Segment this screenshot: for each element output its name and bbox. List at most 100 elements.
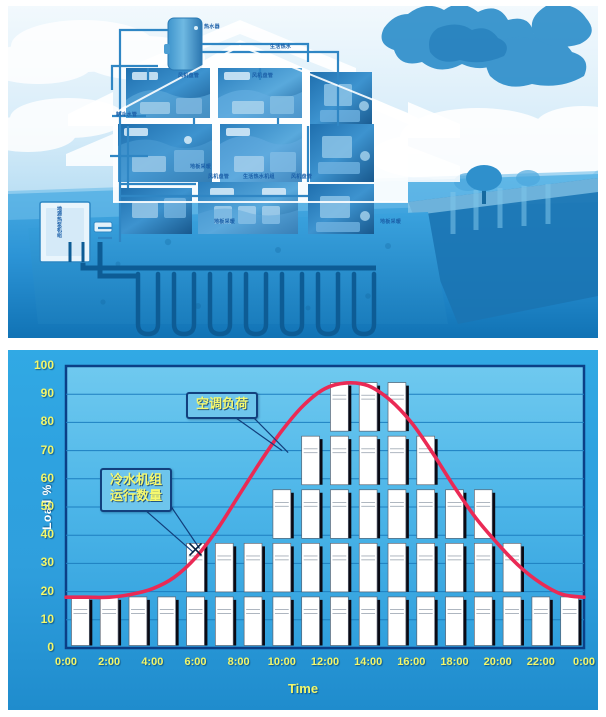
chiller-unit-body [330, 382, 349, 432]
chiller-unit-shadow [333, 492, 352, 539]
chiller-unit-body [358, 596, 378, 646]
heat-pump-illustration: 热水器 生活热水 风机盘管 风机盘管 制冷水管 地板采暖 风机盘管 生活热水机组… [8, 6, 598, 338]
chiller-unit-body [387, 596, 407, 646]
illus-label-2: 风机盘管 [178, 73, 200, 79]
illus-label-9: 地板采暖 [214, 219, 236, 225]
x-axis-tick: 10:00 [267, 656, 296, 668]
chiller-unit-bar [358, 382, 381, 646]
chiller-unit-shadow [275, 546, 294, 592]
chiller-unit-shadow [534, 599, 553, 646]
chiller-unit-shadow [333, 439, 352, 485]
chiller-unit-body [445, 596, 464, 646]
y-axis-tick: 0 [47, 640, 54, 654]
chiller-unit-body [560, 596, 579, 646]
room-upper-far-right [310, 72, 372, 128]
chiller-unit-shadow [275, 599, 294, 646]
y-axis-tick: 70 [40, 442, 54, 457]
chiller-unit-body [71, 596, 90, 646]
x-axis-tick: 0:00 [572, 656, 596, 668]
x-axis-tick: 22:00 [526, 656, 555, 668]
y-axis-tick: 90 [40, 386, 54, 401]
chiller-unit-body [330, 435, 349, 486]
piping-network [98, 28, 340, 242]
chiller-unit-shadow [391, 546, 409, 592]
chiller-unit-bar [215, 542, 237, 646]
illus-label-6: 风机盘管 [208, 174, 230, 180]
x-axis-tick: 14:00 [354, 656, 383, 668]
chiller-unit-bar [560, 596, 582, 646]
illus-label-3: 风机盘管 [252, 73, 274, 79]
chiller-unit-shadow [419, 546, 438, 592]
load-profile-chart: Load % 0 10 20 30 40 50 60 70 80 9 [8, 350, 598, 710]
x-axis-tick: 4:00 [141, 656, 164, 668]
chiller-unit-body [502, 596, 522, 646]
chiller-unit-body [272, 542, 292, 593]
lawn-tree [466, 165, 502, 204]
room-lower-middle [198, 182, 298, 234]
x-axis-tick: 2:00 [98, 656, 121, 668]
chiller-unit-shadow [362, 492, 381, 539]
chiller-unit-body [99, 596, 119, 646]
chiller-unit-shadow [391, 439, 409, 485]
chiller-unit-body [330, 542, 349, 593]
gridlines [66, 393, 584, 621]
chiller-unit-shadow [506, 599, 524, 646]
chiller-unit-shadow [477, 599, 496, 646]
chiller-unit-bar [128, 596, 150, 646]
chiller-unit-shadow [247, 546, 265, 592]
chiller-unit-shadow [247, 599, 265, 646]
house-edge-highlight [112, 44, 409, 203]
chiller-unit-shadow [74, 599, 93, 646]
chiller-unit-shadow [304, 599, 323, 646]
x-axis-tick: 20:00 [483, 656, 512, 668]
y-axis-tick: 10 [40, 611, 54, 626]
chiller-unit-shadow [304, 492, 323, 539]
heat-pump-supply-pipes [68, 242, 85, 262]
y-axis-tick: 40 [40, 527, 54, 542]
water-heater-tank [164, 17, 203, 71]
illus-label-8: 风机盘管 [291, 174, 313, 180]
fan-coil-unit [124, 128, 148, 136]
illus-label-7: 生活热水机组 [243, 174, 275, 180]
chiller-unit-shadow [477, 546, 496, 592]
chiller-unit-shadow [391, 385, 409, 432]
chiller-unit-shadow [419, 599, 438, 646]
y-axis-tick: 80 [40, 414, 54, 429]
chiller-unit-bar [301, 435, 323, 646]
leader-line [253, 417, 289, 454]
chiller-unit-shadow [218, 546, 237, 592]
x-axis-tick: 8:00 [227, 656, 250, 668]
chiller-unit-shadow [419, 439, 438, 485]
chiller-unit-body [301, 489, 320, 539]
chiller-unit-shadow [275, 492, 294, 539]
chiller-unit-bar [445, 489, 467, 646]
room-upper-left [126, 68, 210, 118]
chiller-unit-body [272, 596, 292, 646]
chiller-unit-bar [531, 596, 553, 646]
chiller-unit-shadow [391, 599, 409, 646]
y-axis-tick: 60 [40, 470, 54, 485]
chiller-unit-body [474, 489, 493, 539]
chiller-unit-body [474, 596, 493, 646]
y-axis-tick: 100 [33, 358, 54, 372]
chiller-unit-shadow [304, 439, 323, 485]
chiller-unit-shadow [218, 599, 237, 646]
chiller-unit-shadow [448, 492, 467, 539]
tree-canopy [381, 6, 592, 87]
chiller-unit-shadow [391, 492, 409, 539]
leader-line [235, 417, 283, 452]
illustration-canvas [8, 6, 598, 338]
room-main-middle [220, 124, 302, 182]
chiller-unit-body [330, 489, 349, 539]
chiller-unit-body [243, 542, 263, 593]
heat-pump-cabinet [39, 201, 113, 263]
chiller-unit-body [301, 542, 320, 593]
chiller-unit-body [387, 542, 407, 593]
chiller-unit-body [186, 596, 205, 646]
chiller-unit-shadow [333, 385, 352, 432]
x-axis-tick: 0:00 [54, 656, 78, 668]
fan-coil-unit [226, 128, 250, 136]
illus-label-11: 地源热泵机组 [56, 206, 62, 238]
chiller-unit-shadow [362, 546, 381, 592]
